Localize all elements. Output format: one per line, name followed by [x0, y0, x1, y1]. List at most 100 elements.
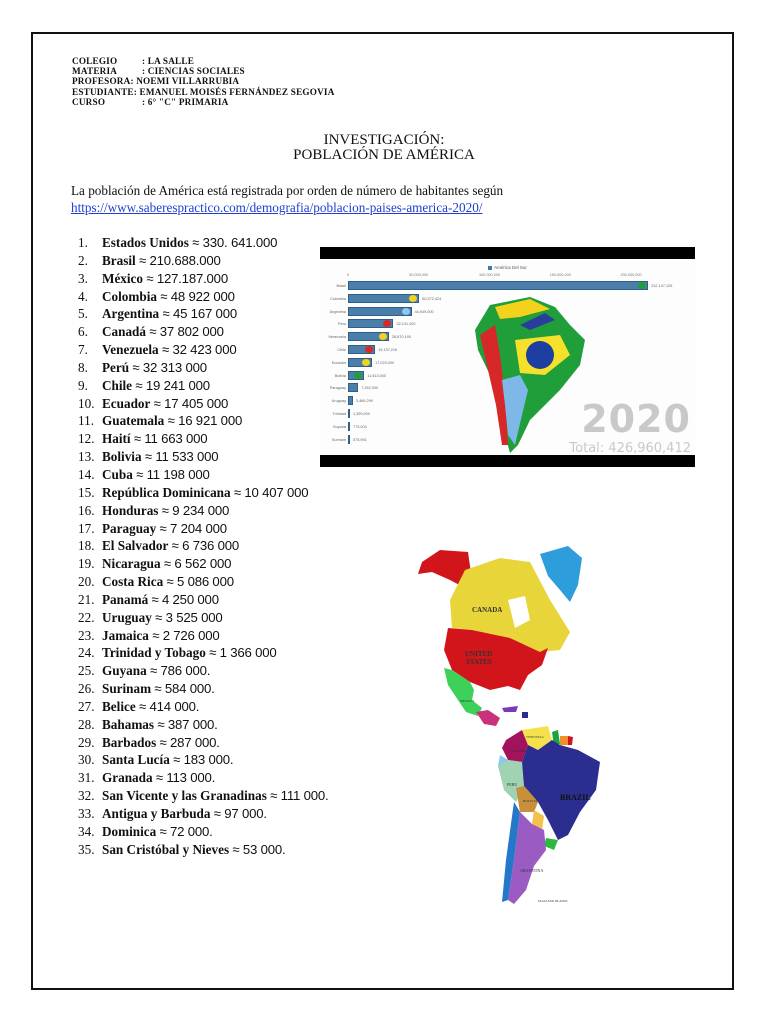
rank-number: 14.	[78, 466, 95, 482]
country-name: Bolivia	[102, 449, 142, 465]
population-value: ≈ 414 000.	[138, 698, 200, 714]
rank-number: 7.	[78, 342, 88, 358]
country-list-item: 1. Estados Unidos ≈ 330. 641.000	[78, 234, 328, 252]
bar-value-label: 50,372,424	[422, 296, 442, 301]
country-name: México	[102, 270, 144, 286]
bar-value-label: 3,469,299	[355, 399, 373, 404]
americas-political-map: CANADA UNITED STATES MEXICO BRAZIL PERU …	[418, 546, 600, 904]
map-label-colombia: COLOMBIA	[510, 749, 527, 753]
chart-bar-row: Brasil 212,147,125	[320, 281, 695, 291]
rank-number: 22.	[78, 609, 95, 625]
bar-category-label: Bolivia	[334, 373, 346, 378]
south-america-flag-map-icon	[475, 297, 585, 453]
bar	[348, 281, 649, 290]
population-value: ≈ 1 366 000	[209, 645, 277, 661]
population-value: ≈ 10 407 000	[233, 484, 309, 500]
bar	[348, 383, 359, 393]
colombia-region	[502, 730, 528, 762]
intro-paragraph: La población de América está registrada …	[71, 182, 503, 216]
bar-category-label: Argentina	[329, 309, 346, 314]
country-list-item: 15. República Dominicana ≈ 10 407 000	[78, 484, 328, 502]
source-link[interactable]: https://www.saberespractico.com/demograf…	[71, 200, 483, 215]
country-list-item: 34. Dominica ≈ 72 000.	[78, 823, 328, 841]
bar	[348, 409, 350, 418]
page-title: INVESTIGACIÓN: POBLACIÓN DE AMÉRICA	[0, 133, 768, 163]
alaska-region	[418, 550, 472, 588]
country-name: San Vicente y las Granadinas	[102, 788, 267, 804]
bar-value-label: 17,023,000	[375, 360, 395, 365]
rank-number: 20.	[78, 574, 95, 590]
chart-bar-row: Ecuador 17,023,000	[320, 357, 695, 368]
country-name: San Cristóbal y Nieves	[102, 841, 230, 857]
map-label-mexico: MEXICO	[460, 699, 474, 703]
country-name: Estados Unidos	[102, 235, 189, 250]
population-value: ≈ 11 198 000	[136, 466, 210, 482]
bar	[348, 396, 353, 406]
country-list-item: 13. Bolivia ≈ 11 533 000	[78, 448, 328, 466]
chart-bar-row: Argentina 44,949,000	[320, 306, 695, 317]
population-value: ≈ 287 000.	[159, 734, 220, 750]
country-list-item: 6. Canadá ≈ 37 802 000	[78, 323, 328, 341]
country-name: Paraguay	[102, 520, 157, 536]
page-frame	[31, 32, 734, 990]
population-value: ≈ 183 000.	[173, 752, 234, 768]
south-america-population-chart: América Del Sur 2020 Total: 426,960,412 …	[320, 247, 695, 467]
country-list-item: 31. Granada ≈ 113 000.	[78, 769, 328, 787]
country-name: República Dominicana	[102, 484, 231, 500]
population-value: ≈ 17 405 000	[153, 395, 229, 411]
chart-bar-row: Colombia 50,372,424	[320, 293, 695, 304]
country-list-item: 17. Paraguay ≈ 7 204 000	[78, 520, 328, 538]
country-name: Guatemala	[102, 413, 165, 429]
rank-number: 19.	[78, 556, 95, 572]
rank-number: 17.	[78, 520, 95, 536]
rank-number: 33.	[78, 806, 95, 821]
rank-number: 27.	[78, 698, 95, 714]
population-value: ≈ 6 562 000	[163, 556, 232, 572]
title-line-2: POBLACIÓN DE AMÉRICA	[293, 147, 475, 163]
info-row-teacher: PROFESORA: NOEMI VILLARRUBIA	[72, 76, 240, 87]
population-value: ≈ 786 000.	[150, 663, 211, 679]
rank-number: 24.	[78, 645, 95, 661]
bar-value-label: 32,131,400	[396, 322, 416, 327]
country-list-item: 30. Santa Lucía ≈ 183 000.	[78, 751, 328, 769]
country-list-item: 18. El Salvador ≈ 6 736 000	[78, 537, 328, 555]
info-row-subject: MATERIA: CIENCIAS SOCIALES	[72, 66, 245, 77]
bar-value-label: 212,147,125	[651, 284, 673, 288]
population-value: ≈ 5 086 000	[166, 574, 234, 590]
country-name: Canadá	[102, 324, 146, 340]
info-row-student: ESTUDIANTE: EMANUEL MOISÉS FERNÁNDEZ SEG…	[72, 86, 335, 97]
country-list-item: 19. Nicaragua ≈ 6 562 000	[78, 555, 328, 573]
bar-category-label: Chile	[337, 348, 346, 352]
rank-number: 31.	[78, 770, 95, 786]
bar-value-label: 7,252,000	[361, 386, 379, 391]
flag-icon	[401, 307, 410, 315]
chart-bar-row: Surinam 575,991	[320, 434, 695, 445]
country-list: 1. Estados Unidos ≈ 330. 641.000 2. Brasil …	[78, 234, 329, 859]
chart-legend: América Del Sur	[320, 265, 695, 270]
rank-number: 2.	[78, 252, 88, 268]
bar	[348, 357, 373, 367]
country-name: Guyana	[102, 663, 147, 679]
chart-bar-row: Peru 32,131,400	[320, 319, 695, 329]
population-value: ≈ 9 234 000	[161, 502, 230, 518]
population-value: ≈ 113 000.	[155, 770, 216, 786]
brazil-region	[522, 740, 600, 840]
bar-category-label: Surinam	[331, 437, 346, 442]
population-value: ≈ 37 802 000	[149, 324, 224, 340]
rank-number: 13.	[78, 449, 95, 465]
rank-number: 34.	[78, 823, 95, 839]
country-list-item: 33. Antigua y Barbuda ≈ 97 000.	[78, 805, 328, 823]
country-name: Surinam	[102, 681, 152, 697]
country-name: Nicaragua	[102, 556, 161, 572]
country-list-item: 3. México ≈ 127.187.000	[78, 270, 328, 288]
country-name: Dominica	[102, 823, 157, 839]
country-name: Granada	[102, 770, 153, 786]
rank-number: 9.	[78, 377, 88, 393]
flag-icon	[378, 333, 387, 341]
country-list-item: 8. Perú ≈ 32 313 000	[78, 359, 328, 377]
year-label: 2020	[581, 397, 691, 441]
country-name: Haití	[102, 431, 131, 447]
country-list-item: 23. Jamaica ≈ 2 726 000	[78, 627, 328, 645]
population-value: ≈ 19 241 000	[135, 377, 210, 393]
rank-number: 32.	[78, 788, 95, 804]
